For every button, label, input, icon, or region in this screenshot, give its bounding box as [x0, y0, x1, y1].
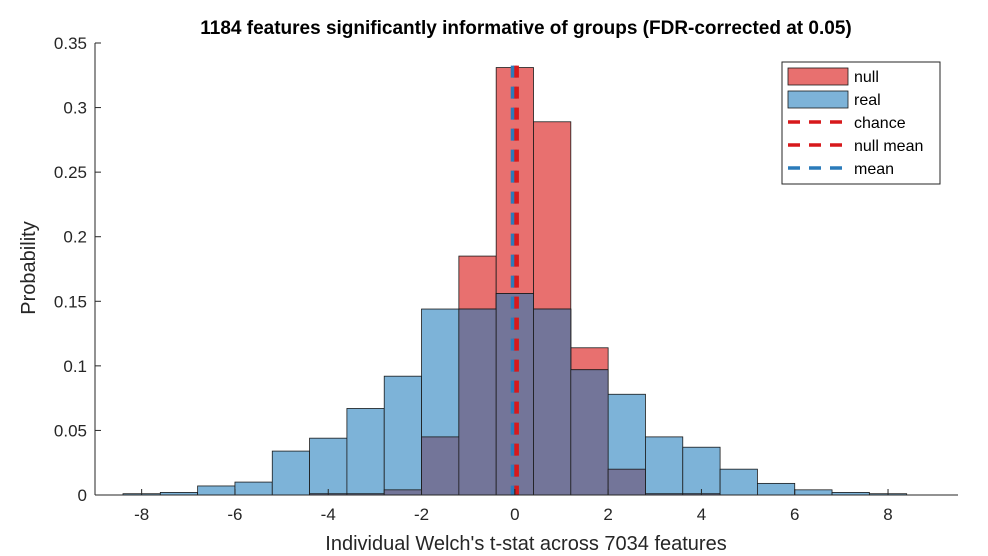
real-bar: [794, 489, 833, 496]
axes: [94, 43, 958, 496]
real-bar: [197, 485, 236, 496]
overlap-bar: [533, 308, 572, 496]
overlap-bar: [570, 369, 609, 496]
real-bar: [383, 375, 422, 496]
ticks: -8 -6 -4 -2 0 2 4 6 8 0 0.05 0.1 0.15 0.2 0.25 0.3 0.35: [54, 34, 893, 524]
overlap-bar: [458, 308, 497, 496]
legend-label-null: null: [854, 69, 879, 86]
real-bar: [309, 437, 348, 496]
y-tick-label: 0.05: [54, 421, 87, 440]
y-tick-label: 0.35: [54, 34, 87, 53]
real-bar: [682, 446, 721, 496]
y-tick-label: 0.25: [54, 163, 87, 182]
x-tick-label: -8: [134, 505, 149, 524]
x-tick-label: -4: [321, 505, 336, 524]
legend-swatch-real: [787, 90, 849, 109]
legend-swatch-null: [787, 67, 849, 86]
real-bar: [645, 436, 684, 496]
real-bar: [234, 481, 273, 496]
x-tick-label: -6: [227, 505, 242, 524]
reference-lines: [510, 65, 519, 495]
overlap-bar: [607, 468, 646, 496]
x-tick-label: 8: [883, 505, 892, 524]
y-tick-label: 0: [78, 486, 87, 505]
overlap-bar: [383, 489, 422, 496]
real-bar: [346, 408, 385, 496]
x-tick-label: 4: [697, 505, 706, 524]
x-tick-label: 2: [603, 505, 612, 524]
legend-label-real: real: [854, 92, 881, 109]
real-bar: [719, 468, 758, 496]
y-tick-label: 0.2: [63, 228, 87, 247]
x-tick-label: 6: [790, 505, 799, 524]
chart-title: 1184 features significantly informative …: [200, 18, 851, 39]
y-tick-label: 0.15: [54, 292, 87, 311]
x-axis-label: Individual Welch's t-stat across 7034 fe…: [325, 533, 726, 555]
x-tick-label: -2: [414, 505, 429, 524]
overlap-bar: [421, 436, 460, 496]
legend-label-mean: mean: [854, 161, 894, 178]
real-bar: [271, 450, 310, 496]
x-tick-label: 0: [510, 505, 519, 524]
legend: null real chance null mean mean: [781, 61, 941, 185]
y-tick-label: 0.3: [63, 99, 87, 118]
legend-label-chance: chance: [854, 115, 906, 132]
legend-label-null-mean: null mean: [854, 138, 923, 155]
real-bar: [757, 482, 796, 496]
y-tick-label: 0.1: [63, 357, 87, 376]
y-axis-label: Probability: [18, 221, 40, 314]
